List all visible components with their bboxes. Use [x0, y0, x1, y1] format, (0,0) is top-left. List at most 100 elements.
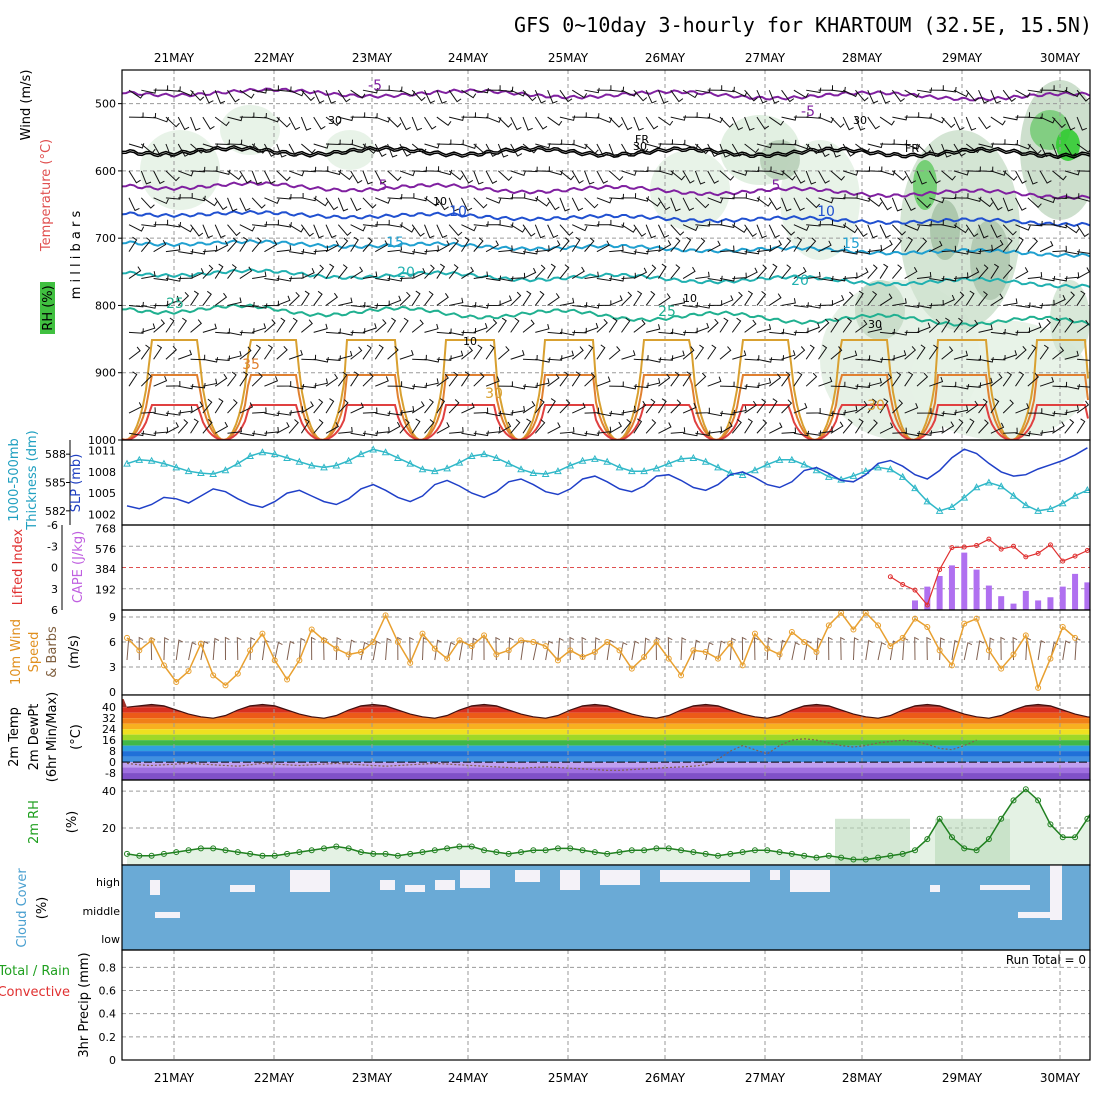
wind-barb: [239, 143, 256, 149]
cloud-gap-high: [980, 885, 1030, 890]
wind-barb: [1039, 376, 1055, 387]
wind-barb: [325, 263, 335, 279]
temp2m-grid: [173, 695, 1061, 780]
wind-barb: [411, 401, 425, 414]
wind-barb: [830, 143, 841, 158]
wind-barb: [547, 328, 563, 335]
temp-contour-label: 5: [772, 178, 781, 194]
contour-25: [122, 303, 1090, 327]
wind-barb: [781, 399, 793, 414]
wind-barb: [387, 295, 402, 306]
wind10-point: [554, 657, 561, 664]
wind-barb: [1052, 222, 1068, 229]
thickness-point: [800, 460, 809, 468]
wind-barb: [350, 236, 359, 252]
wind-barb: [769, 328, 785, 335]
wind-barb: [916, 237, 928, 252]
wind-barb: [732, 405, 747, 414]
wind-barb: [904, 302, 920, 308]
cloud-gap-high: [515, 870, 540, 882]
wind-barb: [227, 350, 242, 360]
wind-barb: [842, 170, 859, 176]
wind-barb: [633, 196, 649, 202]
temp-contour-label: 20: [397, 265, 415, 281]
wind-barb: [1064, 224, 1080, 234]
wind-barb: [522, 116, 533, 131]
wind-barb: [1015, 430, 1031, 437]
wind-barb: [190, 166, 206, 173]
upper-wind-barbs: [128, 85, 1090, 437]
rh2m-point: [296, 849, 303, 856]
wind-barb: [695, 322, 710, 333]
wind-barb: [214, 292, 228, 306]
wind-barb: [818, 240, 832, 253]
rh2m-point: [197, 845, 204, 852]
wind-barb: [953, 350, 969, 360]
wind-barb: [756, 197, 772, 207]
wind-barb: [288, 224, 305, 233]
rh2m-point: [739, 849, 746, 856]
wind-barb: [461, 302, 477, 308]
wind-barb: [719, 276, 736, 282]
wind10-axis-title: 10m Wind: [9, 619, 24, 685]
wind-barb: [485, 319, 498, 333]
thickness-point: [246, 452, 254, 460]
wind-barb: [1076, 143, 1090, 153]
wind-barb: [978, 116, 991, 130]
wind-barb: [387, 116, 402, 128]
wind-barb: [879, 239, 893, 253]
wind-barb: [633, 249, 649, 255]
rh2m-point: [185, 847, 192, 854]
wind10-point: [825, 622, 832, 629]
tick-label: 1008: [88, 466, 116, 479]
rh-blob: [910, 320, 1090, 440]
wind-barb: [190, 224, 204, 237]
wind-barb: [646, 324, 661, 333]
wind-barb: [276, 317, 286, 333]
wind-barb: [805, 143, 821, 155]
thickness-point: [283, 453, 291, 461]
thickness-axis-title: 1000-500mb: [7, 438, 22, 522]
rh2m-point: [345, 845, 352, 852]
wind-barb: [965, 224, 979, 238]
wind-barb: [485, 376, 500, 387]
wind-barb: [953, 116, 965, 131]
wind10-point: [739, 662, 746, 669]
wind-barb: [584, 344, 594, 360]
wind-barb: [695, 430, 711, 436]
wind-barb: [608, 317, 618, 333]
wind-barb: [375, 275, 391, 282]
wind-barb: [214, 116, 230, 127]
wind-barb: [756, 291, 767, 306]
wind-barb: [190, 319, 202, 333]
wind10-point: [702, 649, 709, 655]
wind10-point: [801, 639, 808, 645]
wind-barb: [707, 170, 719, 184]
wind-barb: [178, 170, 194, 177]
cloud-gap-high: [150, 880, 160, 895]
wind-barb: [584, 303, 600, 309]
li-point: [912, 587, 918, 593]
temp-band: [122, 729, 1090, 735]
wind-barb: [646, 357, 662, 363]
wind-barb: [719, 317, 729, 333]
wind-barb: [781, 298, 796, 306]
thickness-point: [344, 456, 353, 464]
wind-barb: [929, 240, 943, 253]
thickness-point: [714, 463, 722, 471]
wind-barb: [781, 350, 796, 360]
wind-barb: [904, 197, 916, 211]
wind-barb: [966, 267, 980, 279]
wind-barb: [375, 197, 391, 204]
wind-barb: [855, 355, 871, 361]
rh2m-point: [308, 847, 315, 854]
wind-barb: [559, 170, 575, 181]
wind-barb: [387, 421, 401, 434]
wind-barb: [756, 377, 772, 387]
wind-barb: [153, 344, 163, 360]
wind-barb: [941, 143, 952, 158]
wind-barb: [854, 116, 866, 131]
wind-barb: [239, 430, 255, 437]
wind-barb: [424, 89, 436, 104]
